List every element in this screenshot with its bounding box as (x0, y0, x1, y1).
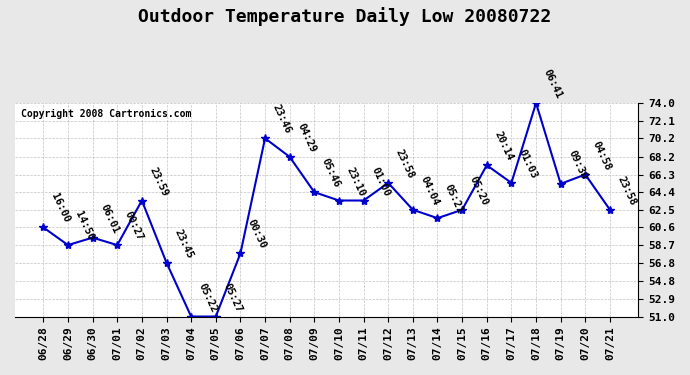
Text: 01:00: 01:00 (369, 165, 391, 198)
Text: 20:14: 20:14 (493, 130, 515, 162)
Text: 23:10: 23:10 (344, 165, 367, 198)
Text: 04:58: 04:58 (591, 139, 613, 172)
Text: 09:30: 09:30 (566, 148, 589, 181)
Text: 06:01: 06:01 (98, 202, 121, 235)
Text: 05:21: 05:21 (443, 183, 465, 215)
Text: 16:00: 16:00 (49, 192, 71, 225)
Text: 00:27: 00:27 (123, 210, 145, 242)
Text: 01:03: 01:03 (517, 147, 539, 180)
Text: 05:20: 05:20 (468, 174, 490, 207)
Text: 04:04: 04:04 (418, 174, 441, 207)
Text: 14:50: 14:50 (74, 210, 96, 242)
Text: 23:46: 23:46 (270, 103, 293, 135)
Text: 05:27: 05:27 (221, 281, 244, 314)
Text: Outdoor Temperature Daily Low 20080722: Outdoor Temperature Daily Low 20080722 (139, 8, 551, 27)
Text: 04:29: 04:29 (295, 122, 317, 154)
Text: 05:46: 05:46 (320, 157, 342, 189)
Text: 23:59: 23:59 (148, 165, 170, 198)
Text: 23:58: 23:58 (394, 147, 416, 180)
Text: 23:58: 23:58 (615, 174, 638, 207)
Text: Copyright 2008 Cartronics.com: Copyright 2008 Cartronics.com (21, 110, 192, 120)
Text: 06:41: 06:41 (542, 68, 564, 100)
Text: 00:30: 00:30 (246, 218, 268, 250)
Text: 05:22: 05:22 (197, 281, 219, 314)
Text: 23:45: 23:45 (172, 227, 195, 260)
